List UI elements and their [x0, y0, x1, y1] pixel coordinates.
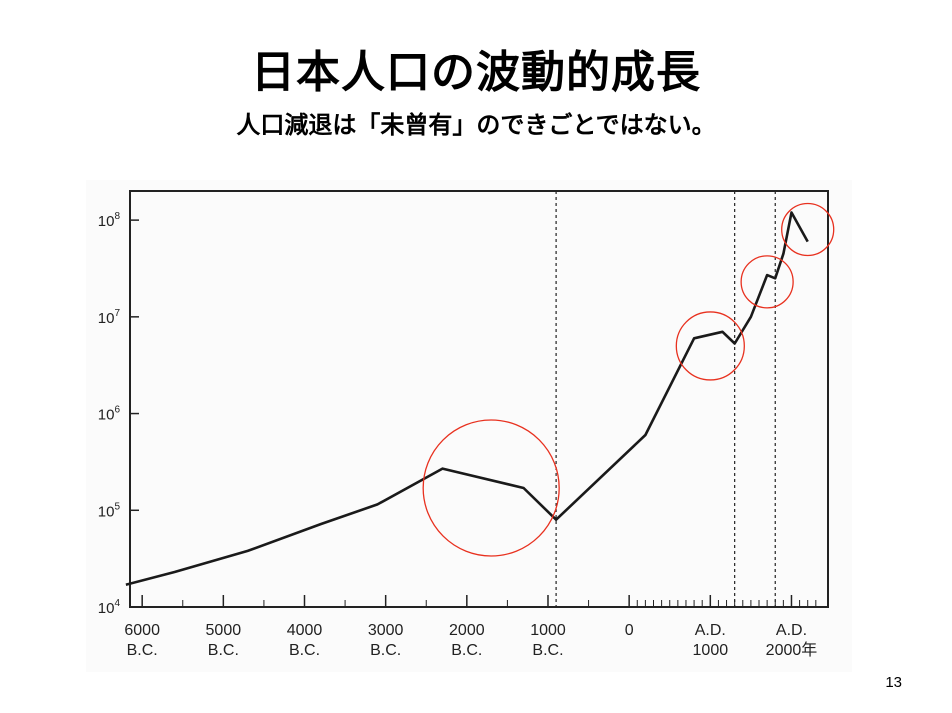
- y-tick-label: 108: [98, 211, 121, 230]
- highlight-circle: [675, 311, 745, 381]
- page-number: 13: [885, 674, 902, 691]
- x-tick-label: 1000: [530, 622, 566, 639]
- highlight-circle: [422, 419, 560, 557]
- x-tick-label: 4000: [287, 622, 323, 639]
- x-tick-label: 2000: [449, 622, 485, 639]
- x-tick-label-line2: B.C.: [532, 642, 563, 659]
- y-tick-label: 104: [98, 598, 121, 617]
- chart-background: [86, 180, 852, 672]
- x-tick-label-line2: B.C.: [370, 642, 401, 659]
- x-tick-label: 6000: [124, 622, 160, 639]
- x-tick-label-line2: 2000年: [766, 641, 818, 659]
- x-tick-label-line2: B.C.: [127, 642, 158, 659]
- slide-title: 日本人口の波動的成長: [251, 47, 701, 98]
- y-tick-label: 105: [98, 501, 121, 520]
- x-tick-label: A.D.: [695, 622, 726, 639]
- x-tick-label: A.D.: [776, 622, 807, 639]
- x-tick-label-line2: B.C.: [451, 642, 482, 659]
- x-tick-label-line2: B.C.: [208, 642, 239, 659]
- population-series-line: [125, 211, 809, 586]
- highlight-circle: [740, 255, 794, 309]
- x-tick-label: 3000: [368, 622, 404, 639]
- x-tick-label-line2: B.C.: [289, 642, 320, 659]
- x-tick-label-line2: 1000: [693, 642, 729, 659]
- x-tick-label: 0: [625, 622, 634, 639]
- y-tick-label: 106: [98, 405, 121, 424]
- highlight-circle: [781, 202, 835, 257]
- x-tick-label: 5000: [206, 622, 242, 639]
- y-tick-label: 107: [98, 308, 121, 327]
- plot-frame: [129, 190, 829, 608]
- slide-subtitle: 人口減退は「未曾有」のできごとではない。: [236, 111, 716, 139]
